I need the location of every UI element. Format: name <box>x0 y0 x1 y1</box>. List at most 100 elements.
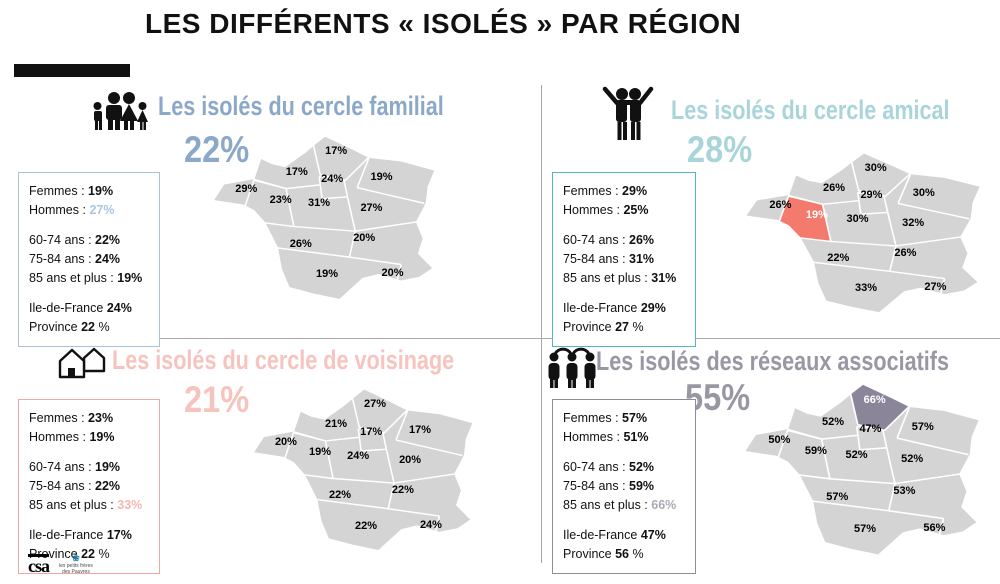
quadrant-title: Les isolés du cercle familial <box>158 91 444 121</box>
stat-femmes: Femmes : 19% <box>29 184 114 198</box>
region-label-centre-val-de-loire: 31% <box>308 197 331 210</box>
footer-logos: csa ❀ les petits frères des Pauvres <box>28 554 93 575</box>
region-label-bretagne: 29% <box>235 183 258 196</box>
stat-idf: Ile-de-France 17% <box>29 528 132 542</box>
region-label-hauts-de-france: 17% <box>325 145 348 158</box>
region-label-auvergne-rhone-alpes: 22% <box>391 484 414 497</box>
stat-85-plus: 85 ans et plus : 33% <box>29 498 143 512</box>
region-label-hauts-de-france: 27% <box>364 398 387 411</box>
region-label-occitanie: 33% <box>854 281 878 294</box>
stats-box: Femmes : 23% Hommes : 19% 60-74 ans : 19… <box>18 399 160 574</box>
stat-85-plus: 85 ans et plus : 66% <box>563 498 677 512</box>
region-label-pays-de-la-loire-highlighted: 19% <box>805 209 828 222</box>
stat-hommes: Hommes : 51% <box>563 430 649 444</box>
region-label-normandie: 52% <box>821 415 845 428</box>
stat-idf: Ile-de-France 47% <box>563 528 666 542</box>
group-icon <box>546 345 598 389</box>
overall-percentage: 21% <box>184 379 250 420</box>
vertical-divider <box>541 85 542 563</box>
csa-logo: csa <box>28 554 50 576</box>
france-map: 66% 52% 47% 57% 50% 59% 52% 52% 57% 53% … <box>741 381 989 565</box>
quadrant-cercle-familial: Les isolés du cercle familial 22% Femmes… <box>0 85 540 347</box>
stat-province: Province 22 % <box>29 547 110 561</box>
quadrant-cercle-amical: Les isolés du cercle amical 28% Femmes :… <box>541 85 1000 347</box>
region-label-hauts-de-france-highlighted: 66% <box>863 394 886 407</box>
stat-femmes: Femmes : 57% <box>563 411 648 425</box>
quadrant-title: Les isolés du cercle de voisinage <box>112 345 455 375</box>
region-label-grand-est: 30% <box>912 187 935 199</box>
region-label-occitanie: 57% <box>853 522 877 535</box>
title-underline-bar <box>14 64 130 77</box>
stat-75-84: 75-84 ans : 59% <box>563 479 655 493</box>
region-label-ile-de-france: 29% <box>860 189 883 202</box>
stat-province: Province 27 % <box>563 320 644 334</box>
region-label-nouvelle-aquitaine: 22% <box>827 252 850 265</box>
region-label-nouvelle-aquitaine: 26% <box>289 237 312 250</box>
stats-box: Femmes : 19% Hommes : 27% 60-74 ans : 22… <box>18 172 160 347</box>
region-label-auvergne-rhone-alpes: 26% <box>894 247 917 260</box>
france-map: 27% 21% 17% 17% 20% 19% 24% 20% 22% 22% … <box>250 386 482 560</box>
overall-percentage: 22% <box>184 129 250 170</box>
stat-75-84: 75-84 ans : 22% <box>29 479 121 493</box>
region-label-occitanie: 22% <box>354 519 378 532</box>
stat-idf: Ile-de-France 29% <box>563 301 666 315</box>
region-label-provence-alpes-cote-d-azur: 56% <box>923 521 946 534</box>
region-label-bretagne: 26% <box>769 199 792 212</box>
region-label-normandie: 21% <box>325 418 348 431</box>
stat-femmes: Femmes : 29% <box>563 184 648 198</box>
quadrant-reseaux-associatifs: Les isolés des réseaux associatifs 55% F… <box>541 339 1000 584</box>
region-label-grand-est: 19% <box>370 171 393 183</box>
quadrant-cercle-voisinage: Les isolés du cercle de voisinage 21% Fe… <box>0 339 540 584</box>
region-label-hauts-de-france: 30% <box>864 162 887 175</box>
stat-75-84: 75-84 ans : 24% <box>29 252 121 266</box>
page-title: LES DIFFÉRENTS « ISOLÉS » PAR RÉGION <box>145 8 742 39</box>
region-label-centre-val-de-loire: 30% <box>846 212 869 225</box>
quadrant-title: Les isolés du cercle amical <box>671 95 950 125</box>
region-label-pays-de-la-loire: 23% <box>269 193 292 206</box>
region-label-bourgogne-franche-comte: 52% <box>901 453 924 466</box>
stat-hommes: Hommes : 19% <box>29 430 115 444</box>
region-label-bretagne: 50% <box>768 433 791 446</box>
region-label-ile-de-france: 47% <box>859 423 882 436</box>
stat-province: Province 22 % <box>29 320 110 334</box>
region-label-bourgogne-franche-comte: 27% <box>360 201 383 214</box>
petits-freres-des-pauvres-logo: ❀ les petits frères des Pauvres <box>59 553 93 576</box>
stat-60-74: 60-74 ans : 26% <box>563 233 655 247</box>
stat-province: Province 56 % <box>563 547 644 561</box>
petits-freres-logo-mark: ❀ <box>72 553 80 563</box>
stat-85-plus: 85 ans et plus : 31% <box>563 271 677 285</box>
stat-hommes: Hommes : 27% <box>29 203 115 217</box>
region-label-normandie: 26% <box>822 182 846 194</box>
stat-85-plus: 85 ans et plus : 19% <box>29 271 143 285</box>
france-map: 30% 26% 29% 30% 26% 19% 30% 32% 22% 26% … <box>742 150 990 322</box>
region-label-pays-de-la-loire: 19% <box>309 445 332 458</box>
stat-60-74: 60-74 ans : 22% <box>29 233 121 247</box>
region-label-provence-alpes-cote-d-azur: 20% <box>381 267 404 280</box>
region-label-auvergne-rhone-alpes: 20% <box>353 232 376 245</box>
stats-box: Femmes : 29% Hommes : 25% 60-74 ans : 26… <box>552 172 696 347</box>
region-label-ile-de-france: 24% <box>321 173 344 186</box>
region-label-normandie: 17% <box>285 165 308 178</box>
region-label-ile-de-france: 17% <box>360 425 383 438</box>
stat-idf: Ile-de-France 24% <box>29 301 132 315</box>
overall-percentage: 28% <box>687 129 753 170</box>
region-label-bourgogne-franche-comte: 32% <box>902 216 925 229</box>
region-label-provence-alpes-cote-d-azur: 24% <box>419 518 442 531</box>
region-label-nouvelle-aquitaine: 22% <box>329 489 352 502</box>
family-icon <box>92 91 148 131</box>
stat-hommes: Hommes : 25% <box>563 203 649 217</box>
region-label-centre-val-de-loire: 24% <box>347 449 370 462</box>
region-label-occitanie: 19% <box>315 268 339 281</box>
region-label-pays-de-la-loire: 59% <box>804 444 827 457</box>
region-label-nouvelle-aquitaine: 57% <box>826 490 849 503</box>
stats-box: Femmes : 57% Hommes : 51% 60-74 ans : 52… <box>552 399 696 574</box>
friends-icon <box>601 85 655 142</box>
houses-icon <box>57 345 112 382</box>
region-label-provence-alpes-cote-d-azur: 27% <box>924 281 947 294</box>
stat-75-84: 75-84 ans : 31% <box>563 252 655 266</box>
region-label-centre-val-de-loire: 52% <box>845 448 868 461</box>
france-map: 17% 17% 24% 19% 29% 23% 31% 27% 26% 20% … <box>210 133 444 309</box>
stat-60-74: 60-74 ans : 19% <box>29 460 121 474</box>
horizontal-divider <box>50 338 1000 339</box>
